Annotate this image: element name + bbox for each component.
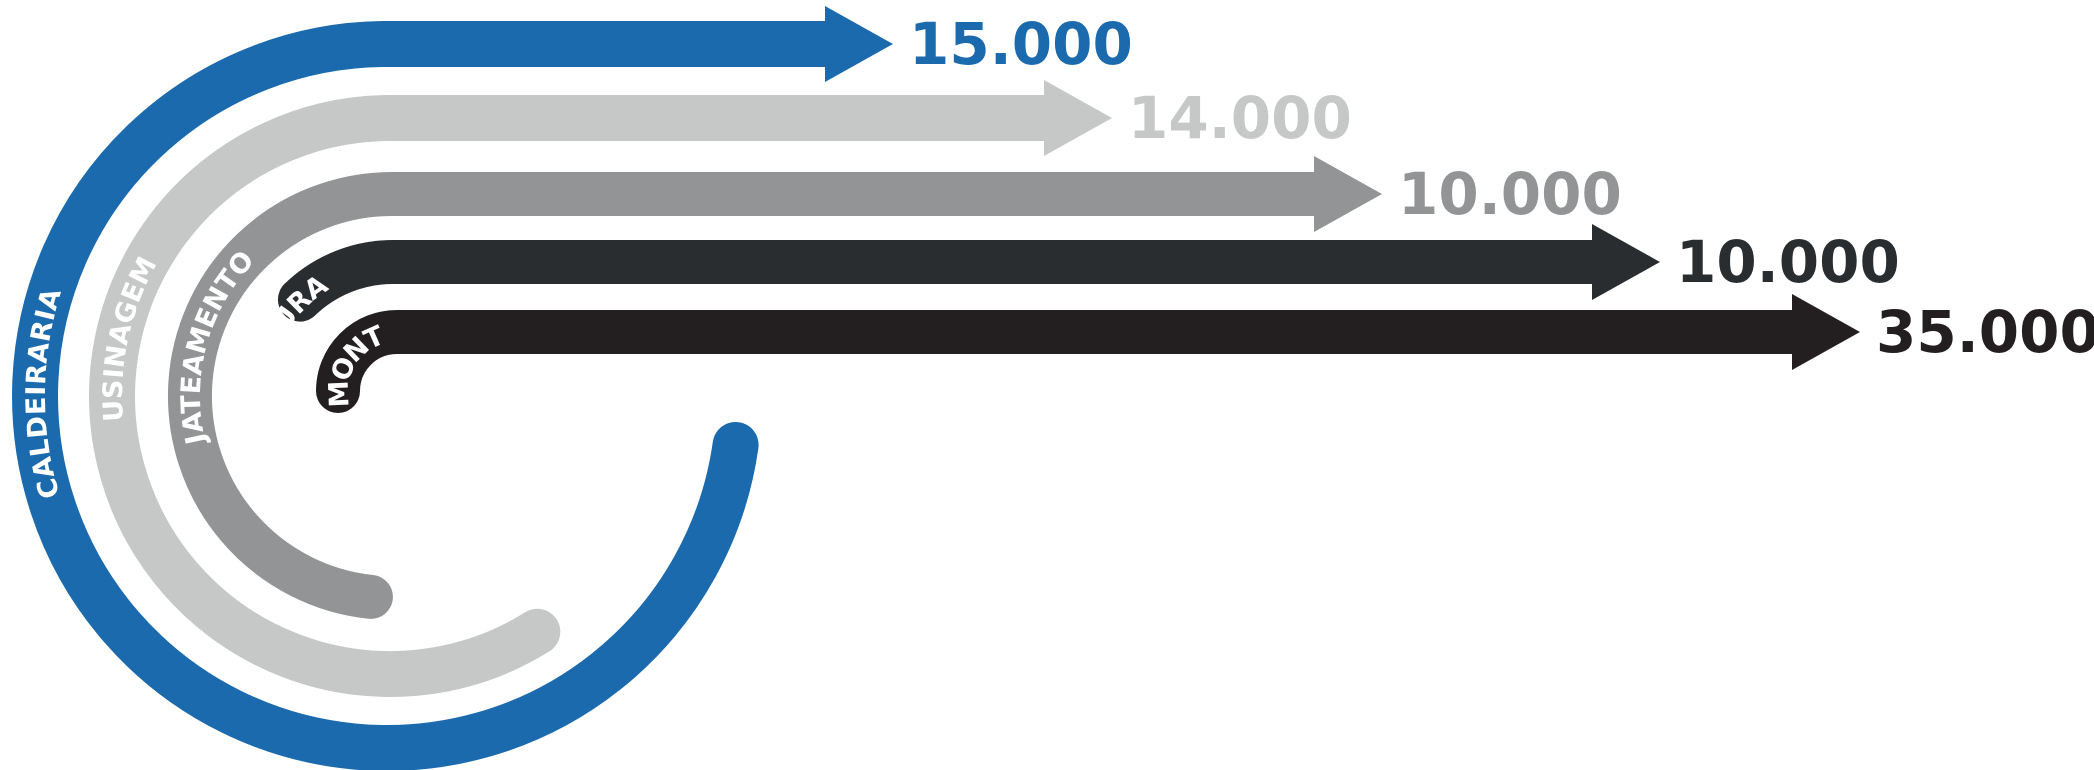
bands-layer: CALDEIRARIAUSINAGEMJATEAMENTOPINTURAMONT…	[12, 6, 1860, 770]
value-label-jateamento: 10.000	[1398, 160, 1622, 228]
value-label-pintura: 10.000	[1676, 228, 1900, 296]
band-pintura	[277, 240, 1616, 322]
arrowhead-jateamento	[1314, 156, 1382, 232]
value-label-caldeiraria: 15.000	[909, 10, 1133, 78]
value-label-montagem: 35.000	[1876, 298, 2094, 366]
arrowhead-caldeiraria	[825, 6, 893, 82]
arrowhead-usinagem	[1044, 80, 1112, 156]
band-montagem	[316, 310, 1816, 413]
arrowhead-montagem	[1792, 294, 1860, 370]
band-caldeiraria	[12, 21, 850, 770]
value-label-usinagem: 14.000	[1128, 84, 1352, 152]
band-jateamento	[167, 172, 1338, 619]
arrowhead-pintura	[1592, 224, 1660, 300]
band-usinagem	[89, 95, 1069, 697]
